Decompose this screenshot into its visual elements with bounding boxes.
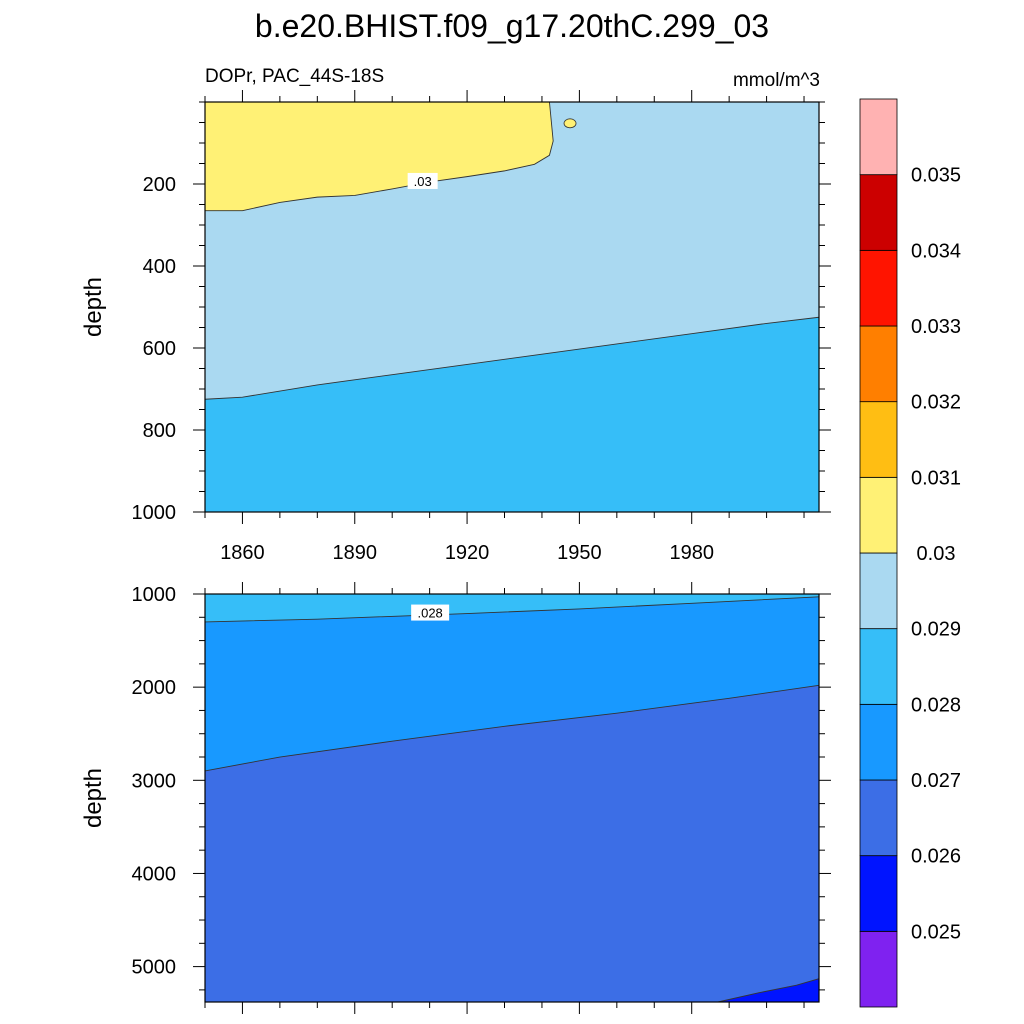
colorbar-swatch [859, 552, 898, 630]
colorbar-swatch [859, 401, 898, 478]
chart-subtitle-left: DOPr, PAC_44S-18S [205, 66, 384, 87]
contour-line-0.027 [204, 684, 820, 772]
x-tick-label: 1860 [220, 542, 265, 564]
y-tick-label: 5000 [132, 957, 177, 979]
colorbar-label: 0.027 [911, 770, 961, 792]
upper-panel: .03 200 400 600 800 1000 [132, 90, 831, 524]
x-tick-label: 1920 [445, 542, 490, 564]
colorbar-swatch [859, 249, 898, 327]
x-tick-label: 1890 [333, 542, 378, 564]
colorbar-label: 0.029 [911, 619, 961, 641]
colorbar-swatch [859, 628, 898, 705]
y-tick-label: 1000 [132, 584, 177, 606]
lower-panel: .028 1000 2000 3000 4000 5000 [132, 582, 831, 1014]
contour-label: .03 [414, 174, 432, 189]
contour-label-bg [407, 172, 438, 189]
colorbar-label: 0.033 [911, 316, 961, 338]
contour-line-0.026 [717, 978, 820, 1003]
contour-label: .028 [417, 606, 442, 621]
plot-frame [204, 593, 820, 1003]
contour-line-0.029 [204, 316, 820, 400]
colorbar-label: 0.035 [911, 165, 961, 187]
contour-line-0.028 [204, 596, 820, 623]
colorbar-swatch [859, 476, 898, 554]
colorbar-swatch [859, 98, 898, 176]
colorbar-swatch [859, 325, 898, 403]
y-tick-label: 3000 [132, 770, 177, 792]
colorbar-label: 0.034 [911, 240, 961, 262]
colorbar-label: 0.026 [911, 846, 961, 868]
y-tick-label: 1000 [132, 502, 177, 524]
colorbar-label: 0.032 [911, 392, 961, 414]
colorbar-swatch [859, 703, 898, 781]
y-tick-label: 2000 [132, 677, 177, 699]
y-tick-label: 600 [143, 338, 176, 360]
y-tick-label: 4000 [132, 863, 177, 885]
colorbar-label: 0.03 [917, 543, 956, 565]
x-axis-tick-labels: 1860 1890 1920 1950 1980 [220, 542, 714, 564]
colorbar: 0.025 0.026 0.027 0.028 0.029 0.03 0.031 0.032 0… [859, 98, 961, 1008]
lower-band-0.025-0.026 [717, 978, 819, 1002]
chart-title: b.e20.BHIST.f09_g17.20thC.299_03 [255, 8, 769, 44]
y-tick-label: 400 [143, 256, 176, 278]
colorbar-label: 0.028 [911, 694, 961, 716]
y-tick-label: 200 [143, 174, 176, 196]
lower-panel-ylabel: depth [80, 768, 107, 828]
colorbar-swatch [859, 855, 898, 932]
upper-panel-ylabel: depth [80, 277, 107, 337]
x-tick-label: 1950 [557, 542, 602, 564]
colorbar-swatch [859, 930, 898, 1008]
colorbar-label: 0.031 [911, 467, 961, 489]
lower-band-0.026-0.027 [205, 685, 819, 1002]
y-tick-label: 800 [143, 420, 176, 442]
contour-label-bg [411, 604, 450, 621]
x-tick-label: 1980 [669, 542, 714, 564]
chart-units: mmol/m^3 [733, 70, 820, 91]
colorbar-label: 0.025 [911, 921, 961, 943]
colorbar-swatch [859, 174, 898, 251]
colorbar-swatch [859, 779, 898, 857]
upper-band-0.030-blob [563, 118, 577, 129]
upper-band-0.030-0.031 [205, 102, 554, 211]
